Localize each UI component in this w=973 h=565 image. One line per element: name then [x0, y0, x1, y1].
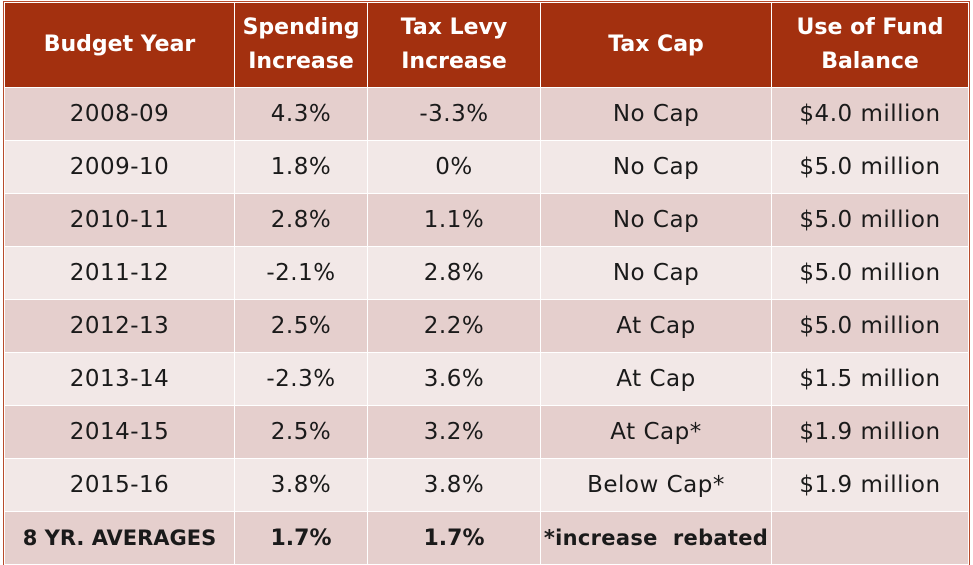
- header-fund-line1: Use of Fund: [796, 15, 944, 40]
- cell-spending-increase: 2.5%: [234, 405, 368, 459]
- header-fund-line2: Balance: [821, 49, 919, 74]
- header-tax-levy-increase: Tax Levy Increase: [367, 2, 541, 88]
- cell-tax-levy-increase: 1.1%: [367, 193, 541, 247]
- table-row: 2014-15 2.5% 3.2% At Cap* $1.9 million: [4, 405, 969, 459]
- header-levy-line1: Tax Levy: [400, 15, 508, 40]
- header-budget-year: Budget Year: [4, 2, 235, 88]
- cell-tax-cap: No Cap: [540, 193, 772, 247]
- cell-tax-levy-increase: 0%: [367, 140, 541, 194]
- cell-fund-balance: $5.0 million: [771, 299, 969, 353]
- cell-tax-levy-increase: 3.8%: [367, 458, 541, 512]
- averages-tax-levy: 1.7%: [367, 511, 541, 565]
- cell-spending-increase: -2.3%: [234, 352, 368, 406]
- cell-fund-balance: $5.0 million: [771, 193, 969, 247]
- cell-budget-year: 2012-13: [4, 299, 235, 353]
- cell-fund-balance: $1.5 million: [771, 352, 969, 406]
- cell-budget-year: 2011-12: [4, 246, 235, 300]
- cell-tax-levy-increase: 3.6%: [367, 352, 541, 406]
- cell-tax-cap: No Cap: [540, 246, 772, 300]
- cell-budget-year: 2013-14: [4, 352, 235, 406]
- cell-tax-levy-increase: 2.2%: [367, 299, 541, 353]
- cell-tax-cap: Below Cap*: [540, 458, 772, 512]
- cell-tax-levy-increase: 3.2%: [367, 405, 541, 459]
- averages-row: 8 YR. AVERAGES 1.7% 1.7% *increase rebat…: [4, 511, 969, 565]
- table-row: 2012-13 2.5% 2.2% At Cap $5.0 million: [4, 299, 969, 353]
- cell-budget-year: 2009-10: [4, 140, 235, 194]
- cell-tax-cap: At Cap: [540, 352, 772, 406]
- cell-fund-balance: $5.0 million: [771, 246, 969, 300]
- cell-spending-increase: 1.8%: [234, 140, 368, 194]
- cell-spending-increase: 2.8%: [234, 193, 368, 247]
- cell-tax-cap: At Cap*: [540, 405, 772, 459]
- cell-budget-year: 2014-15: [4, 405, 235, 459]
- header-budget-year-label: Budget Year: [43, 32, 196, 57]
- header-fund-balance: Use of Fund Balance: [771, 2, 969, 88]
- cell-tax-levy-increase: -3.3%: [367, 87, 541, 141]
- table-row: 2015-16 3.8% 3.8% Below Cap* $1.9 millio…: [4, 458, 969, 512]
- cell-budget-year: 2010-11: [4, 193, 235, 247]
- cell-spending-increase: 4.3%: [234, 87, 368, 141]
- cell-tax-cap: No Cap: [540, 87, 772, 141]
- table-row: 2010-11 2.8% 1.1% No Cap $5.0 million: [4, 193, 969, 247]
- cell-spending-increase: 3.8%: [234, 458, 368, 512]
- header-tax-cap-label: Tax Cap: [608, 32, 704, 57]
- table-row: 2011-12 -2.1% 2.8% No Cap $5.0 million: [4, 246, 969, 300]
- table-row: 2008-09 4.3% -3.3% No Cap $4.0 million: [4, 87, 969, 141]
- cell-tax-cap: At Cap: [540, 299, 772, 353]
- header-spending-line1: Spending: [242, 15, 360, 40]
- table-header: Budget Year Spending Increase Tax Levy I…: [4, 2, 969, 88]
- table-body: 2008-09 4.3% -3.3% No Cap $4.0 million 2…: [4, 87, 969, 565]
- table-row: 2013-14 -2.3% 3.6% At Cap $1.5 million: [4, 352, 969, 406]
- cell-fund-balance: $4.0 million: [771, 87, 969, 141]
- header-row: Budget Year Spending Increase Tax Levy I…: [4, 2, 969, 88]
- averages-footnote: *increase rebated: [540, 511, 772, 565]
- cell-budget-year: 2015-16: [4, 458, 235, 512]
- cell-spending-increase: 2.5%: [234, 299, 368, 353]
- table-row: 2009-10 1.8% 0% No Cap $5.0 million: [4, 140, 969, 194]
- cell-spending-increase: -2.1%: [234, 246, 368, 300]
- cell-fund-balance: $1.9 million: [771, 458, 969, 512]
- budget-table: Budget Year Spending Increase Tax Levy I…: [3, 1, 970, 565]
- header-spending-increase: Spending Increase: [234, 2, 368, 88]
- averages-spending: 1.7%: [234, 511, 368, 565]
- cell-tax-levy-increase: 2.8%: [367, 246, 541, 300]
- header-levy-line2: Increase: [401, 49, 507, 74]
- header-tax-cap: Tax Cap: [540, 2, 772, 88]
- cell-fund-balance: $1.9 million: [771, 405, 969, 459]
- cell-budget-year: 2008-09: [4, 87, 235, 141]
- header-spending-line2: Increase: [248, 49, 354, 74]
- averages-label: 8 YR. AVERAGES: [4, 511, 235, 565]
- cell-fund-balance: $5.0 million: [771, 140, 969, 194]
- cell-tax-cap: No Cap: [540, 140, 772, 194]
- averages-fund-balance: [771, 511, 969, 565]
